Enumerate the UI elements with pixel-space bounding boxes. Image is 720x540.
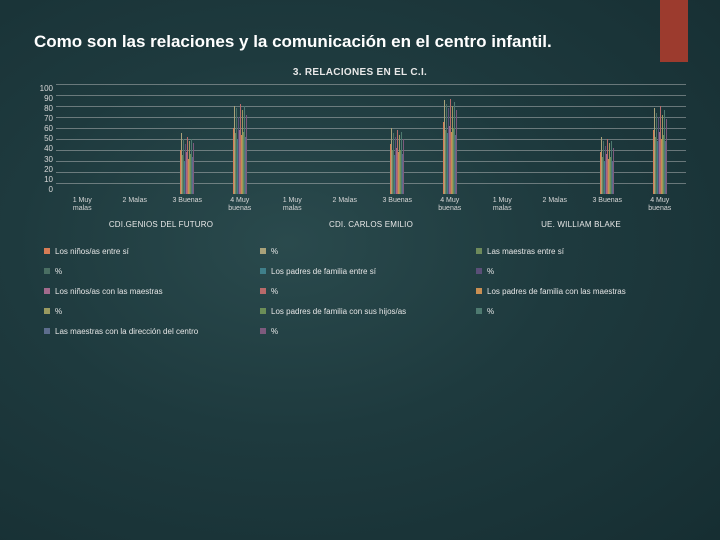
bar-cluster xyxy=(371,84,424,194)
legend-swatch xyxy=(44,268,50,274)
bar-cluster xyxy=(56,84,109,194)
bar xyxy=(246,115,247,194)
chart: 1009080706050403020100 xyxy=(34,84,686,194)
x-axis: 1 Muymalas2 Malas3 Buenas4 MuybuenasCDI.… xyxy=(56,194,686,229)
x-group: 1 Muymalas2 Malas3 Buenas4 Muybuenas CDI.… xyxy=(266,194,476,229)
bar-cluster xyxy=(476,84,529,194)
bar-cluster xyxy=(634,84,687,194)
x-category-label: 2 Malas xyxy=(109,194,162,212)
legend-label: Los padres de familia con sus hijos/as xyxy=(271,307,406,316)
x-category-label: 1 Muymalas xyxy=(476,194,529,212)
x-group-title: CDI. CARLOS EMILIO xyxy=(266,220,476,229)
legend-label: Las maestras entre sí xyxy=(487,247,564,256)
legend-item: % xyxy=(476,267,686,276)
y-tick: 30 xyxy=(44,155,53,164)
x-category-label: 1 Muymalas xyxy=(266,194,319,212)
bar-cluster xyxy=(109,84,162,194)
x-group-title: CDI.GENIOS DEL FUTURO xyxy=(56,220,266,229)
x-category-label: 1 Muymalas xyxy=(56,194,109,212)
legend-label: % xyxy=(271,247,278,256)
y-tick: 0 xyxy=(49,185,53,194)
bar-cluster xyxy=(161,84,214,194)
x-group: 1 Muymalas2 Malas3 Buenas4 Muybuenas CDI.… xyxy=(56,194,266,229)
legend-label: Los niños/as entre sí xyxy=(55,247,129,256)
legend-item: % xyxy=(44,267,254,276)
legend-label: % xyxy=(487,307,494,316)
y-tick: 60 xyxy=(44,124,53,133)
legend-item: % xyxy=(260,247,470,256)
legend-swatch xyxy=(44,308,50,314)
y-tick: 70 xyxy=(44,114,53,123)
plot-area xyxy=(56,84,686,194)
x-category-label: 2 Malas xyxy=(529,194,582,212)
legend-swatch xyxy=(476,248,482,254)
legend-swatch xyxy=(476,288,482,294)
legend-label: Los padres de familia con las maestras xyxy=(487,287,626,296)
bar-cluster xyxy=(214,84,267,194)
bar xyxy=(403,139,404,194)
legend-label: Los niños/as con las maestras xyxy=(55,287,163,296)
y-tick: 80 xyxy=(44,104,53,113)
legend-swatch xyxy=(44,248,50,254)
legend-label: % xyxy=(271,327,278,336)
bars-container xyxy=(56,84,686,194)
bar-cluster xyxy=(581,84,634,194)
bar-cluster xyxy=(529,84,582,194)
legend-swatch xyxy=(260,268,266,274)
y-axis: 1009080706050403020100 xyxy=(34,84,56,194)
legend-swatch xyxy=(476,268,482,274)
legend-swatch xyxy=(260,308,266,314)
x-category-label: 4 Muybuenas xyxy=(214,194,267,212)
bar xyxy=(613,148,614,194)
legend-item: % xyxy=(44,307,254,316)
legend-item: % xyxy=(260,327,470,336)
bar xyxy=(666,119,667,194)
legend-swatch xyxy=(44,328,50,334)
legend-label: % xyxy=(271,287,278,296)
legend-item: Los niños/as entre sí xyxy=(44,247,254,256)
y-tick: 10 xyxy=(44,175,53,184)
legend-swatch xyxy=(260,288,266,294)
bar xyxy=(456,110,457,194)
chart-title: 3. RELACIONES EN EL C.I. xyxy=(34,67,686,78)
legend-swatch xyxy=(260,248,266,254)
legend-label: % xyxy=(55,267,62,276)
accent-bar xyxy=(660,0,688,62)
x-category-label: 3 Buenas xyxy=(161,194,214,212)
legend-label: % xyxy=(55,307,62,316)
legend-swatch xyxy=(260,328,266,334)
legend-item: Las maestras entre sí xyxy=(476,247,686,256)
legend-item: Los padres de familia con las maestras xyxy=(476,287,686,296)
x-category-label: 4 Muybuenas xyxy=(634,194,687,212)
x-group: 1 Muymalas2 Malas3 Buenas4 Muybuenas UE. … xyxy=(476,194,686,229)
bar-cluster xyxy=(424,84,477,194)
bar xyxy=(193,143,194,194)
legend-item: Los padres de familia con sus hijos/as xyxy=(260,307,470,316)
bar-cluster xyxy=(266,84,319,194)
legend-item: Las maestras con la dirección del centro xyxy=(44,327,254,336)
legend-label: Los padres de familia entre sí xyxy=(271,267,376,276)
legend-label: % xyxy=(487,267,494,276)
legend-swatch xyxy=(44,288,50,294)
x-category-label: 4 Muybuenas xyxy=(424,194,477,212)
x-category-label: 3 Buenas xyxy=(371,194,424,212)
legend-swatch xyxy=(476,308,482,314)
y-tick: 50 xyxy=(44,134,53,143)
x-category-label: 2 Malas xyxy=(319,194,372,212)
legend-label: Las maestras con la dirección del centro xyxy=(55,327,198,336)
y-tick: 90 xyxy=(44,94,53,103)
x-category-label: 3 Buenas xyxy=(581,194,634,212)
y-tick: 100 xyxy=(40,84,53,93)
x-group-title: UE. WILLIAM BLAKE xyxy=(476,220,686,229)
legend-item: Los padres de familia entre sí xyxy=(260,267,470,276)
y-tick: 40 xyxy=(44,144,53,153)
legend-item: Los niños/as con las maestras xyxy=(44,287,254,296)
slide-content: Como son las relaciones y la comunicació… xyxy=(0,0,720,346)
bar-cluster xyxy=(319,84,372,194)
legend: Los niños/as entre sí% Las maestras entre… xyxy=(44,247,686,336)
y-tick: 20 xyxy=(44,165,53,174)
slide-title: Como son las relaciones y la comunicació… xyxy=(34,28,686,57)
legend-item: % xyxy=(260,287,470,296)
legend-item: % xyxy=(476,307,686,316)
